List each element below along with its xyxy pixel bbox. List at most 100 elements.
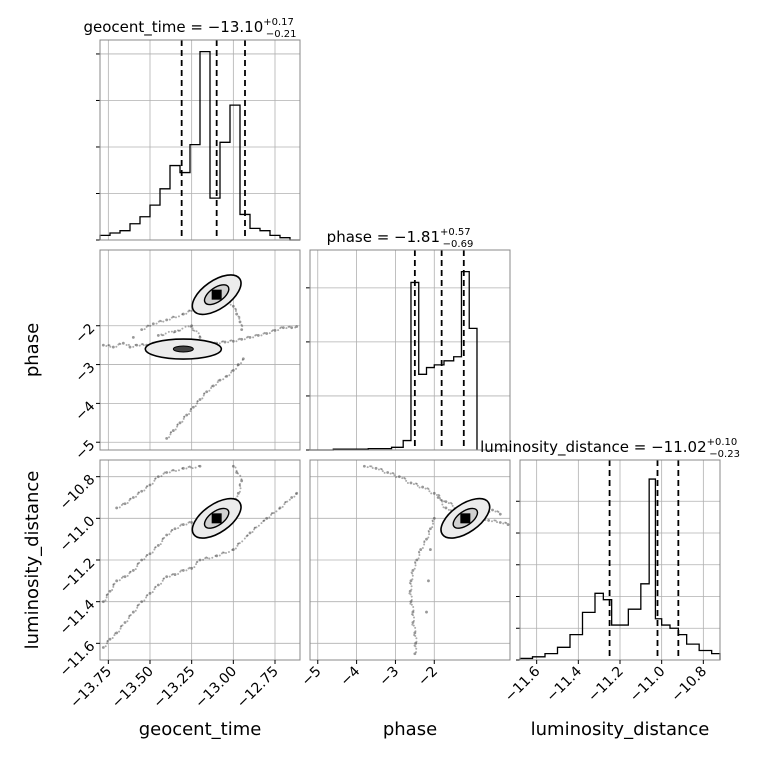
sample-point <box>411 621 415 624</box>
sample-point <box>160 475 163 478</box>
sample-point <box>410 613 413 616</box>
sample-point <box>231 339 235 343</box>
sample-point <box>154 586 157 589</box>
sample-point <box>173 330 177 333</box>
sample-point <box>172 331 175 334</box>
sample-point <box>231 548 235 551</box>
scatter-panel-geocent_time-luminosity_distance <box>99 459 301 661</box>
sample-point <box>109 345 112 348</box>
sample-point <box>168 533 171 536</box>
sample-point <box>412 606 415 609</box>
y-tick-label: −5 <box>72 437 98 463</box>
sample-point <box>170 316 173 319</box>
contour-secondary-inner <box>172 345 194 353</box>
sample-point <box>215 383 218 386</box>
sample-point <box>254 526 257 529</box>
sample-point <box>129 497 132 500</box>
sample-point <box>235 312 239 316</box>
sample-point <box>104 645 107 648</box>
panel-title-geocent_time: geocent_time = −13.10+0.17 −0.21 <box>83 17 296 40</box>
sample-point <box>177 315 180 318</box>
sample-point <box>440 499 443 502</box>
sample-point <box>118 579 121 582</box>
panel-frame <box>309 249 511 451</box>
sample-point <box>203 392 206 395</box>
sample-point <box>410 585 413 588</box>
sample-point <box>145 555 148 558</box>
sample-point <box>229 339 232 342</box>
title-sub: −0.69 <box>443 239 474 250</box>
sample-point <box>414 634 417 637</box>
sample-point <box>421 485 425 489</box>
sample-point <box>414 482 417 485</box>
sample-point <box>156 475 160 479</box>
sample-point <box>163 471 166 474</box>
peak-marker <box>211 513 222 524</box>
sample-point <box>163 577 166 580</box>
sample-point <box>205 390 209 394</box>
sample-point <box>123 621 127 624</box>
sample-point <box>411 578 414 581</box>
sample-point <box>383 471 386 474</box>
sample-point <box>132 345 135 348</box>
sample-point <box>414 561 417 564</box>
title-sub: −0.23 <box>709 449 740 460</box>
sample-point <box>181 523 185 526</box>
sample-point <box>408 592 411 595</box>
sample-point <box>172 315 175 318</box>
sample-point <box>191 329 194 332</box>
sample-point <box>193 566 196 569</box>
sample-point <box>115 506 119 510</box>
sample-point <box>284 501 287 504</box>
sample-point <box>198 558 202 562</box>
x-tick-label: −4 <box>338 663 364 689</box>
sample-point <box>138 344 141 347</box>
sample-point <box>162 472 165 475</box>
sample-point <box>284 500 287 503</box>
sample-point <box>179 524 182 527</box>
sample-point <box>142 344 145 347</box>
sample-point <box>410 588 413 591</box>
sample-point <box>447 508 450 511</box>
sample-point <box>220 340 223 343</box>
sample-point <box>377 468 380 471</box>
sample-point <box>105 593 108 596</box>
sample-point <box>409 593 412 596</box>
sample-point <box>411 623 414 626</box>
sample-point <box>136 493 139 496</box>
sample-point <box>190 310 193 313</box>
sample-point <box>435 493 438 496</box>
sample-point <box>170 530 173 533</box>
sample-point <box>105 344 108 347</box>
sample-point <box>409 481 413 485</box>
sample-point <box>188 309 191 312</box>
sample-point <box>191 327 194 330</box>
sample-point <box>268 516 271 519</box>
sample-point <box>143 558 146 561</box>
sample-point <box>140 328 144 332</box>
sample-point <box>236 491 240 495</box>
sample-point <box>136 565 139 568</box>
sample-point <box>161 579 164 582</box>
sample-point <box>275 510 278 513</box>
sample-point <box>428 527 432 531</box>
sample-point <box>134 568 137 571</box>
x-tick-label: −13.25 <box>151 664 199 712</box>
sample-point <box>393 474 396 477</box>
sample-point <box>113 634 116 637</box>
sample-point <box>412 616 415 619</box>
sample-point <box>195 563 198 566</box>
sample-point <box>162 334 165 337</box>
sample-point <box>241 357 245 361</box>
histogram-geocent_time <box>99 50 300 241</box>
sample-point <box>286 500 289 503</box>
sample-point <box>231 304 235 308</box>
sample-point <box>173 573 177 576</box>
sample-point <box>198 398 202 401</box>
sample-point <box>268 332 271 335</box>
sample-point <box>154 585 157 588</box>
sample-point <box>218 554 221 557</box>
sample-point <box>236 495 239 498</box>
sample-point <box>260 334 263 337</box>
sample-point <box>172 573 175 576</box>
